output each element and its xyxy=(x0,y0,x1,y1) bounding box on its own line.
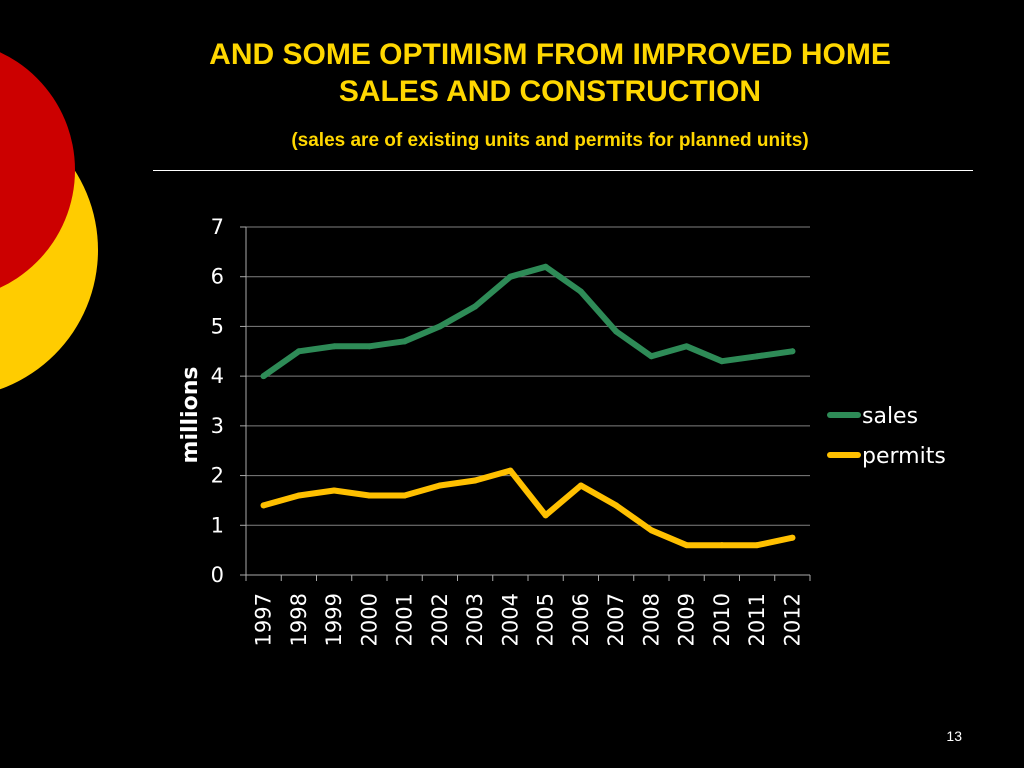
y-tick-label-7: 7 xyxy=(211,215,224,239)
data-point-permits-2007 xyxy=(613,502,620,509)
x-tick-label-2009: 2009 xyxy=(675,593,699,646)
series-line-permits xyxy=(260,467,796,549)
decorative-circles xyxy=(0,52,98,390)
data-point-permits-2002 xyxy=(436,482,443,489)
page-number: 13 xyxy=(946,728,962,744)
data-point-permits-2009 xyxy=(683,542,690,549)
data-point-permits-2004 xyxy=(507,467,514,474)
title-divider xyxy=(153,170,973,171)
data-point-permits-2006 xyxy=(577,482,584,489)
series-line-sales xyxy=(260,263,796,380)
x-tick-label-2004: 2004 xyxy=(498,593,522,646)
x-tick-label-2008: 2008 xyxy=(639,593,663,646)
y-tick-label-4: 4 xyxy=(211,364,224,388)
slide-title-line1: AND SOME OPTIMISM FROM IMPROVED HOME xyxy=(209,38,891,71)
x-tick-label-2006: 2006 xyxy=(569,593,593,646)
y-tick-label-3: 3 xyxy=(211,414,224,438)
slide-title-line2: SALES AND CONSTRUCTION xyxy=(338,75,762,108)
data-point-sales-1998 xyxy=(295,348,302,355)
y-tick-label-5: 5 xyxy=(211,314,224,338)
data-point-permits-1999 xyxy=(331,487,338,494)
x-tick-label-2003: 2003 xyxy=(463,593,487,646)
x-tick-label-2000: 2000 xyxy=(357,593,381,646)
x-tick-label-2002: 2002 xyxy=(428,593,452,646)
data-point-sales-2012 xyxy=(789,348,796,355)
data-point-permits-2000 xyxy=(366,492,373,499)
x-tick-label-1998: 1998 xyxy=(287,593,311,646)
data-point-sales-2010 xyxy=(718,358,725,365)
x-tick-label-2012: 2012 xyxy=(780,593,804,646)
data-point-sales-2003 xyxy=(472,303,479,310)
legend-label-permits: permits xyxy=(862,444,946,469)
data-point-sales-2000 xyxy=(366,343,373,350)
data-point-sales-2007 xyxy=(613,328,620,335)
y-tick-label-0: 0 xyxy=(211,563,224,587)
data-point-permits-2012 xyxy=(789,534,796,541)
y-tick-label-2: 2 xyxy=(211,464,224,488)
x-tick-label-1999: 1999 xyxy=(322,593,346,646)
line-chart: 0 1 2 3 4 5 6 7 1997 1998 1999 2000 2001 2002 2003 2004… xyxy=(178,215,946,646)
x-tick-label-2011: 2011 xyxy=(745,593,769,646)
data-point-permits-2010 xyxy=(718,542,725,549)
y-axis-title: millions xyxy=(178,367,203,464)
data-point-permits-2003 xyxy=(472,477,479,484)
y-tick-label-6: 6 xyxy=(211,265,224,289)
data-point-sales-1997 xyxy=(260,373,267,380)
data-point-permits-1998 xyxy=(295,492,302,499)
data-point-sales-1999 xyxy=(331,343,338,350)
data-point-sales-2004 xyxy=(507,273,514,280)
legend-label-sales: sales xyxy=(862,404,918,429)
x-tick-label-2005: 2005 xyxy=(534,593,558,646)
slide-subtitle: (sales are of existing units and permits… xyxy=(291,130,809,151)
data-point-sales-2005 xyxy=(542,263,549,270)
y-tick-label-1: 1 xyxy=(211,513,224,537)
data-point-permits-2001 xyxy=(401,492,408,499)
x-tick-label-1997: 1997 xyxy=(252,593,276,646)
data-point-sales-2009 xyxy=(683,343,690,350)
data-point-sales-2008 xyxy=(648,353,655,360)
decor-red-circle xyxy=(0,52,75,288)
data-point-sales-2011 xyxy=(754,353,761,360)
x-tick-label-2001: 2001 xyxy=(393,593,417,646)
x-tick-label-2010: 2010 xyxy=(710,593,734,646)
x-tick-label-2007: 2007 xyxy=(604,593,628,646)
data-point-sales-2002 xyxy=(436,323,443,330)
data-point-sales-2001 xyxy=(401,338,408,345)
data-point-permits-2008 xyxy=(648,527,655,534)
data-point-permits-2005 xyxy=(542,512,549,519)
data-point-permits-1997 xyxy=(260,502,267,509)
data-point-permits-2011 xyxy=(754,542,761,549)
slide-title: AND SOME OPTIMISM FROM IMPROVED HOME SAL… xyxy=(130,36,970,110)
data-point-sales-2006 xyxy=(577,288,584,295)
